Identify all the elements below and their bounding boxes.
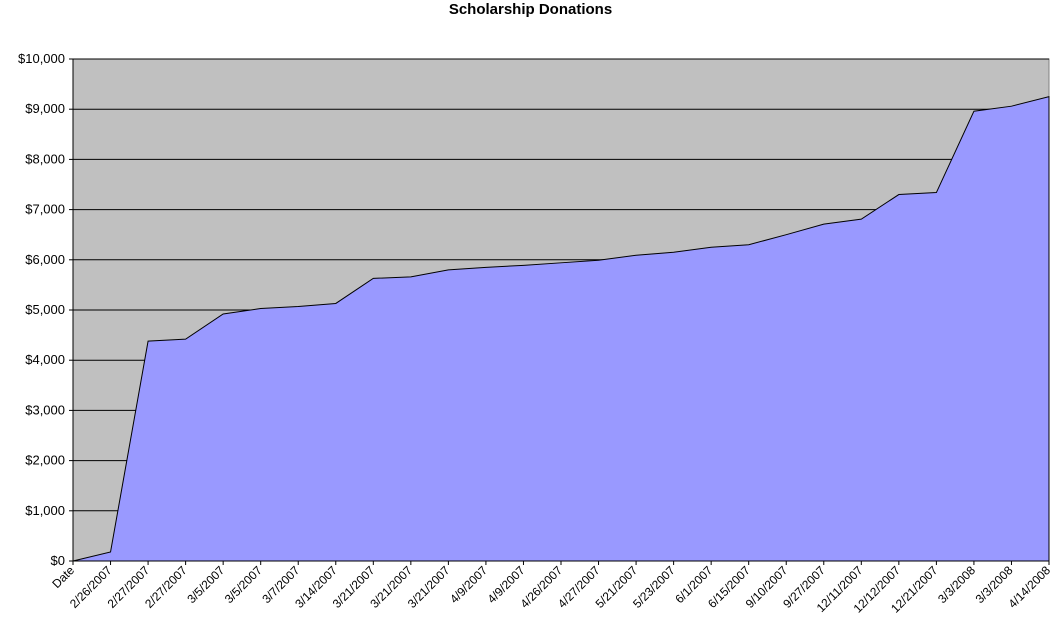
y-tick-label: $9,000 (25, 101, 65, 116)
y-tick-label: $2,000 (25, 453, 65, 468)
x-tick-label: 4/14/2008 (1005, 563, 1053, 611)
x-tick-label: 3/5/2007 (222, 563, 265, 606)
y-axis-tick-labels: $0 $1,000 $2,000 $3,000 $4,000 $5,000 $6,000 $7… (18, 51, 73, 568)
x-tick-label: 4/9/2007 (447, 563, 490, 606)
chart-title: Scholarship Donations (448, 1, 613, 18)
x-tick-label: 3/5/2007 (184, 563, 227, 606)
y-tick-label: $6,000 (25, 252, 65, 267)
y-tick-label: $0 (51, 553, 65, 568)
area-series (72, 96, 1050, 562)
x-tick-label: 2/27/2007 (142, 563, 190, 611)
x-axis-tick-labels: Date2/26/20072/27/20072/27/20073/5/20073… (49, 561, 1053, 616)
x-tick-label: 5/23/2007 (630, 563, 678, 611)
y-tick-label: $1,000 (25, 503, 65, 518)
x-tick-label: 3/3/2008 (935, 563, 978, 606)
y-tick-label: $7,000 (25, 202, 65, 217)
y-tick-label: $4,000 (25, 352, 65, 367)
y-tick-label: $3,000 (25, 402, 65, 417)
y-tick-label: $5,000 (25, 302, 65, 317)
y-tick-label: $8,000 (25, 151, 65, 166)
y-tick-label: $10,000 (18, 51, 65, 66)
